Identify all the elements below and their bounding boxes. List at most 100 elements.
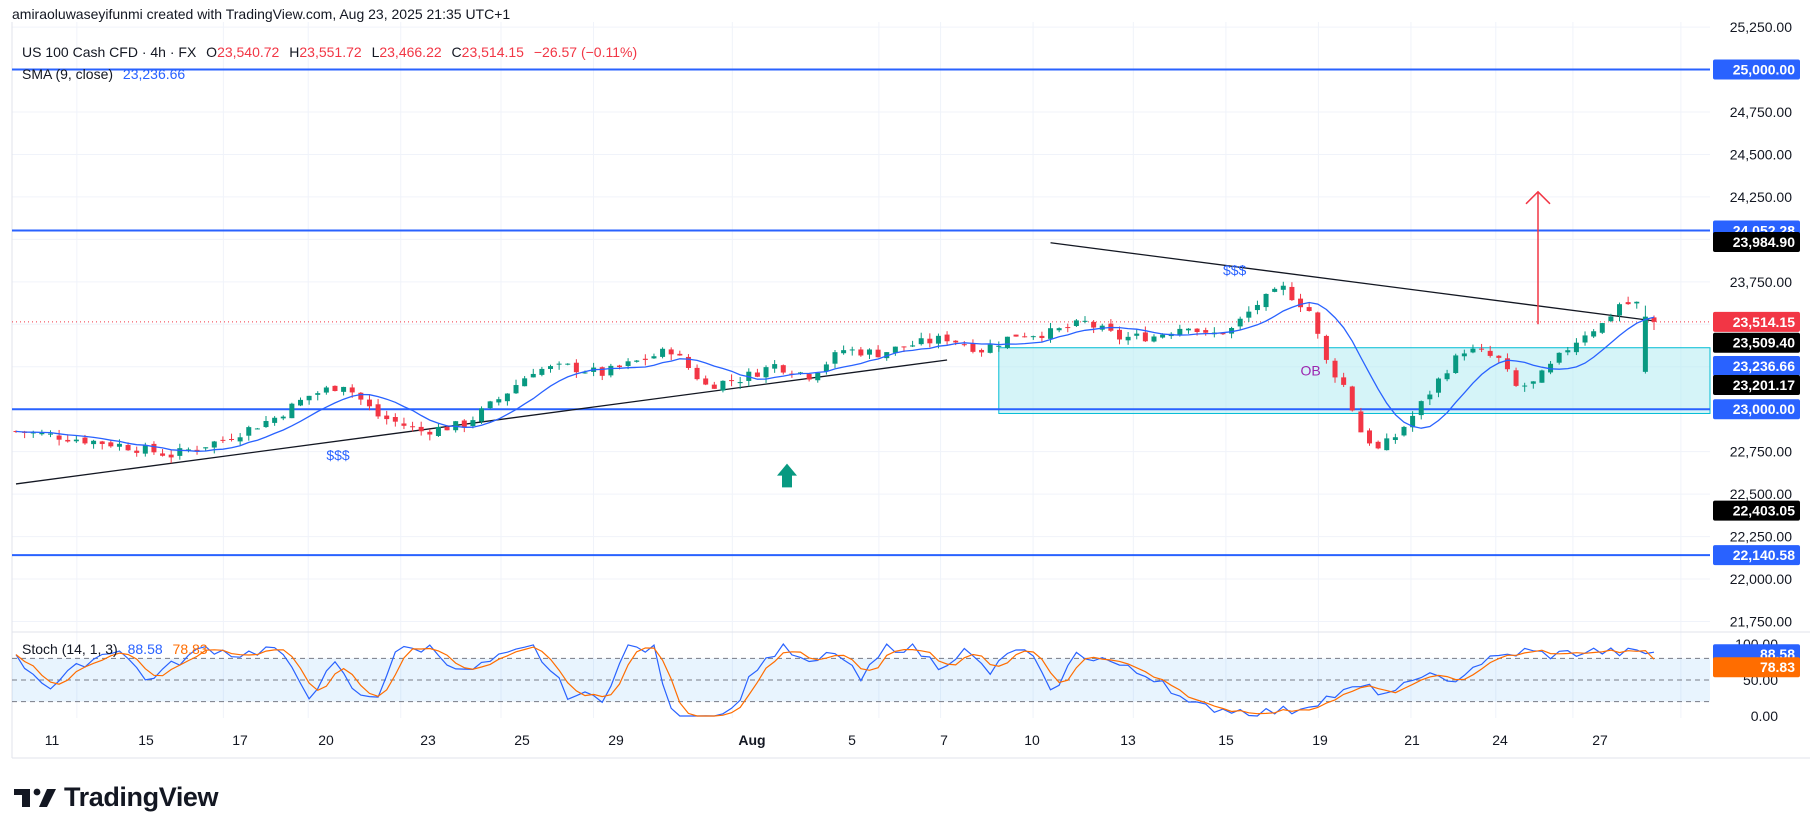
candle-body — [306, 395, 312, 401]
candle-body — [1048, 328, 1054, 339]
candle-body — [1522, 385, 1528, 387]
candle-body — [1263, 293, 1269, 308]
candle-body — [263, 421, 269, 428]
candle-body — [634, 360, 640, 362]
stoch-label: Stoch (14, 1, 3) — [22, 641, 118, 657]
candle-body — [1289, 286, 1295, 301]
candle-body — [987, 344, 993, 353]
symbol-name: US 100 Cash CFD · 4h · FX — [22, 44, 197, 60]
candle-body — [729, 380, 735, 382]
y-tick-label: 21,750.00 — [1730, 614, 1792, 630]
sma-path — [15, 301, 1655, 452]
candle-body — [1116, 329, 1122, 340]
candle-body — [651, 356, 657, 359]
x-tick-label: 15 — [1218, 732, 1234, 748]
x-tick-label: 27 — [1592, 732, 1608, 748]
brand-name: TradingView — [64, 782, 219, 812]
trendline — [1050, 242, 1655, 322]
candle-body — [1237, 318, 1243, 327]
annotation-label: $$$ — [1223, 262, 1247, 278]
candle-body — [1513, 370, 1519, 386]
candle-body — [1435, 378, 1441, 393]
low-value: 23,466.22 — [379, 44, 442, 60]
candle-body — [1177, 328, 1183, 336]
candle-body — [927, 338, 933, 344]
candle-body — [358, 392, 364, 400]
high-value: 23,551.72 — [299, 44, 362, 60]
candle-body — [280, 416, 286, 419]
candle-body — [1082, 320, 1088, 322]
candle-body — [289, 403, 295, 419]
x-tick-label: 17 — [232, 732, 248, 748]
level-tag: 23,000.00 — [1733, 401, 1795, 417]
x-tick-label: 21 — [1404, 732, 1420, 748]
stoch-d-tag: 78.83 — [1760, 659, 1795, 675]
candle-body — [341, 386, 347, 392]
candle-body — [996, 345, 1002, 347]
x-tick-label: Aug — [738, 732, 765, 748]
candle-body — [711, 384, 717, 389]
candle-body — [203, 447, 209, 449]
candle-body — [99, 441, 105, 444]
candle-body — [582, 372, 588, 374]
candle-body — [1539, 370, 1545, 383]
candle-body — [392, 417, 398, 422]
candle-body — [1591, 331, 1597, 337]
candle-body — [453, 421, 459, 431]
sma-line — [15, 301, 1655, 452]
candle-body — [160, 453, 166, 456]
price-tag: 23,236.66 — [1733, 358, 1795, 374]
stoch-k-line — [15, 642, 1655, 717]
candle-body — [1599, 323, 1605, 333]
candle-body — [737, 382, 743, 384]
candle-body — [1332, 360, 1338, 378]
price-tags: 25,000.0024,052.2823,000.0022,140.5823,9… — [1713, 59, 1800, 678]
price-tag-bg — [1713, 500, 1800, 521]
price-tag-bg — [1713, 332, 1800, 353]
candle-body — [1039, 335, 1045, 339]
price-tag: 23,514.15 — [1733, 314, 1795, 330]
candle-body — [142, 445, 148, 454]
tradingview-logo[interactable]: TradingView — [14, 782, 219, 813]
price-tag: 23,201.17 — [1733, 377, 1795, 393]
candle-body — [703, 378, 709, 385]
candle-body — [720, 380, 726, 391]
candle-body — [504, 393, 510, 402]
candle-body — [841, 350, 847, 354]
candle-body — [763, 367, 769, 378]
candle-body — [151, 443, 157, 453]
candle-body — [1556, 352, 1562, 363]
stoch-d-value: 78.83 — [172, 641, 208, 657]
x-tick-label: 5 — [848, 732, 856, 748]
candle-body — [1548, 363, 1554, 373]
candle-body — [556, 363, 562, 365]
candle-body — [1642, 316, 1648, 372]
candle-body — [1298, 298, 1304, 308]
candle-body — [1625, 302, 1631, 305]
candle-body — [1375, 441, 1381, 449]
candle-body — [961, 344, 967, 346]
candle-body — [1496, 355, 1502, 358]
candle-body — [892, 346, 898, 353]
candle-body — [177, 448, 183, 456]
candle-body — [470, 420, 476, 426]
price-tag: 23,984.90 — [1733, 234, 1795, 250]
candle-body — [1254, 304, 1260, 311]
candle-body — [116, 443, 122, 447]
close-label: C — [451, 44, 462, 60]
candle-body — [237, 437, 243, 442]
price-tag: 22,403.05 — [1733, 503, 1795, 519]
level-tag: 25,000.00 — [1733, 62, 1795, 78]
candle-body — [418, 426, 424, 432]
candle-body — [73, 439, 79, 442]
candle-body — [1030, 336, 1036, 338]
candle-body — [366, 399, 372, 407]
candle-body — [970, 343, 976, 352]
candle-body — [1427, 394, 1433, 400]
candle-body — [30, 432, 36, 434]
candle-body — [754, 372, 760, 377]
x-tick-label: 19 — [1312, 732, 1328, 748]
candle-body — [1246, 311, 1252, 318]
candle-body — [1479, 348, 1485, 350]
